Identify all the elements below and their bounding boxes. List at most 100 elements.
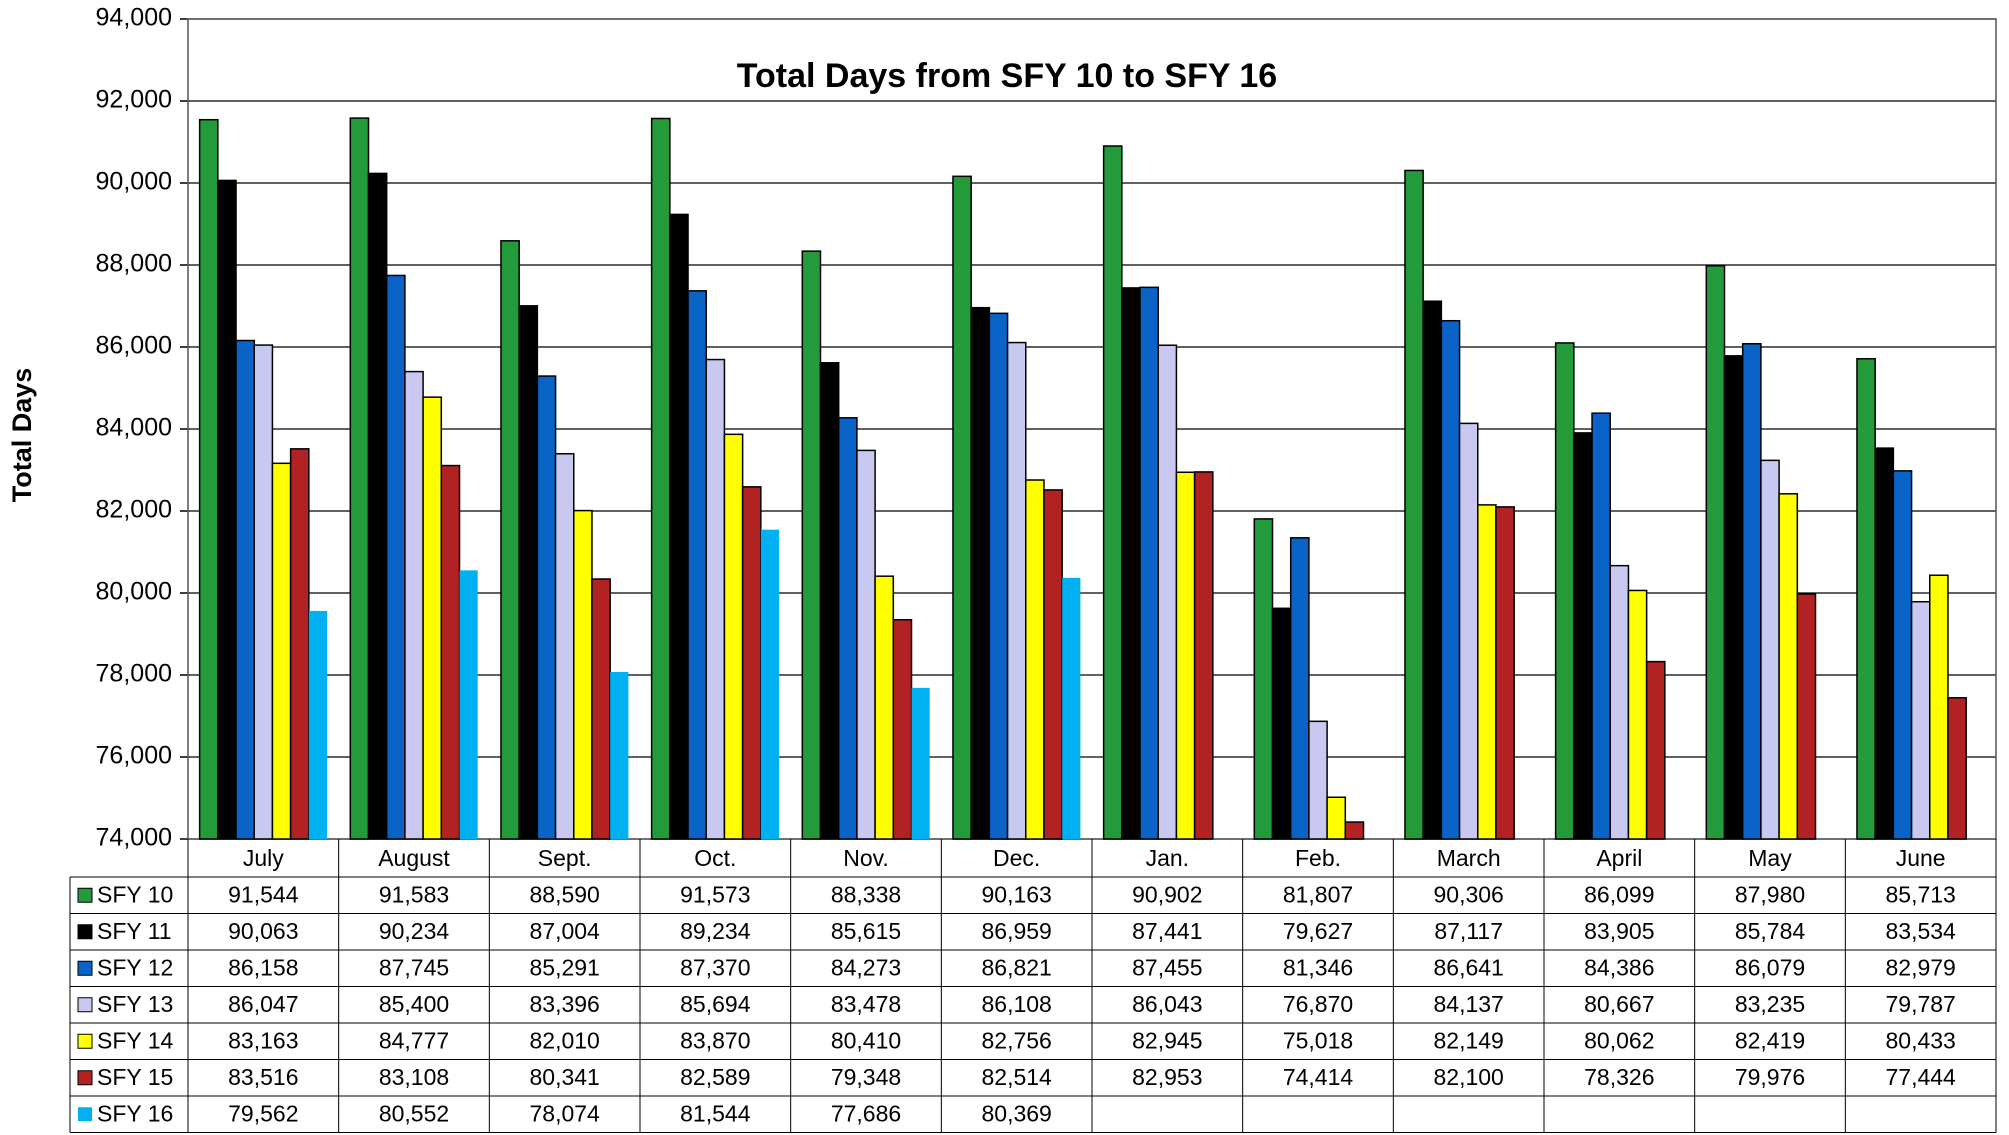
bar [669,213,689,840]
bar [1289,537,1310,840]
data-label: 78,074 [529,1100,600,1126]
bar [1796,593,1817,840]
bar [837,417,858,840]
legend-key [77,887,93,903]
data-label: 80,341 [529,1064,599,1090]
bar [554,453,575,840]
bar [952,175,972,840]
data-label: 79,348 [831,1064,901,1090]
data-label: 86,043 [1132,991,1202,1017]
bar [308,610,328,839]
bar [1458,422,1479,840]
data-label: 82,100 [1433,1064,1503,1090]
bar [1741,343,1762,840]
data-label: 88,338 [831,881,901,907]
bar [1705,265,1726,840]
y-tick-label: 86,000 [96,332,172,360]
y-tick-label: 90,000 [96,168,172,196]
data-label: 81,544 [680,1100,751,1126]
data-label: 80,433 [1885,1027,1955,1053]
data-label: 87,980 [1735,881,1805,907]
bar [874,575,895,840]
bar [198,118,219,840]
bar [1723,355,1744,840]
y-tick-label: 76,000 [96,742,172,770]
data-label: 79,787 [1885,991,1955,1017]
data-label: 91,573 [680,881,750,907]
bar [856,449,876,840]
bar [591,578,611,840]
data-label: 81,807 [1283,881,1353,907]
data-label: 83,235 [1735,991,1805,1017]
data-label: 83,108 [379,1064,449,1090]
y-tick-label: 84,000 [96,414,172,442]
bar [1947,697,1967,840]
bar [1025,479,1045,840]
data-label: 77,686 [831,1100,901,1126]
bar [459,570,478,839]
legend-label: SFY 16 [97,1100,173,1126]
data-label: 86,158 [228,954,298,980]
bar [422,396,443,840]
bar [741,486,762,840]
bar [1591,412,1611,840]
data-label: 78,326 [1584,1064,1654,1090]
data-label: 86,821 [981,954,1051,980]
bar [650,117,671,840]
y-tick-label: 74,000 [96,824,172,852]
data-label: 74,414 [1283,1064,1354,1090]
legend-label: SFY 14 [97,1027,173,1053]
data-label: 83,870 [680,1027,750,1053]
bar [217,179,237,840]
bar [1477,504,1497,840]
data-label: 87,441 [1132,918,1202,944]
bar [1910,600,1931,840]
data-label: 86,099 [1584,881,1654,907]
bar [1645,660,1666,840]
bar [1573,432,1593,840]
x-tick-label: Dec. [993,845,1040,871]
data-label: 79,976 [1735,1064,1805,1090]
bar [1874,447,1895,840]
bar [1778,493,1799,840]
legend-key [78,1107,92,1122]
bar [687,290,707,840]
data-label: 79,562 [228,1100,298,1126]
bar [271,462,292,840]
bar [1422,300,1443,840]
legend-key [77,924,93,940]
data-label: 86,079 [1735,954,1805,980]
data-label: 83,478 [831,991,901,1017]
bar [705,358,726,840]
bar [723,433,744,840]
data-label: 77,444 [1885,1064,1956,1090]
x-tick-label: April [1596,845,1642,871]
data-label: 82,589 [680,1064,750,1090]
bar [1271,607,1292,840]
bar [988,312,1009,840]
data-label: 80,369 [981,1100,1051,1126]
data-label: 82,419 [1735,1027,1805,1053]
y-tick-label: 80,000 [96,578,172,606]
data-label: 87,117 [1434,918,1503,944]
bar [385,274,406,840]
data-label: 80,552 [379,1100,449,1126]
bar [1495,506,1515,840]
bar [1627,589,1648,840]
data-label: 87,004 [529,918,600,944]
bar [1856,358,1876,840]
data-label: 87,455 [1132,954,1202,980]
data-label: 82,756 [981,1027,1051,1053]
bar [1043,489,1063,840]
legend-key [77,997,93,1013]
legend-label: SFY 13 [97,991,173,1017]
bar [1308,720,1328,840]
legend-key [77,960,93,976]
bar [1760,459,1780,840]
bar [1102,145,1123,840]
bar [1554,342,1575,840]
data-label: 83,163 [228,1027,298,1053]
bar [1404,169,1424,840]
y-tick-label: 92,000 [96,86,172,114]
bar [892,618,913,840]
